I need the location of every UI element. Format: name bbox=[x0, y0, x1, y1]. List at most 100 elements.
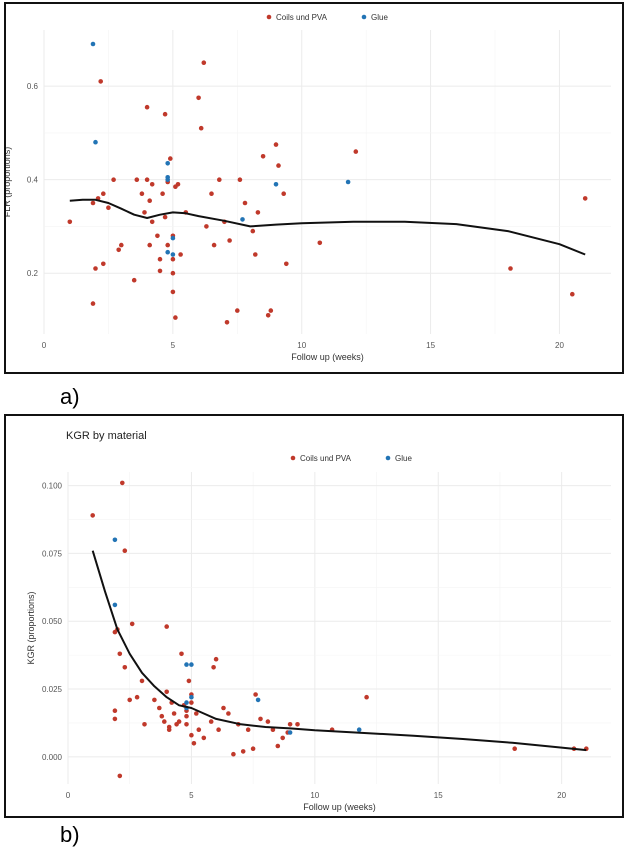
x-tick-label: 10 bbox=[310, 791, 319, 800]
data-point bbox=[221, 705, 226, 711]
data-point bbox=[189, 694, 194, 700]
data-point bbox=[275, 743, 281, 749]
data-point bbox=[168, 156, 173, 161]
legend-marker bbox=[361, 14, 367, 20]
panel-label-b: b) bbox=[60, 822, 80, 847]
data-point bbox=[216, 727, 221, 732]
y-tick-label: 0.075 bbox=[42, 549, 63, 558]
data-point bbox=[512, 746, 517, 751]
data-point bbox=[217, 177, 222, 182]
x-tick-label: 15 bbox=[434, 791, 443, 800]
data-point bbox=[165, 249, 170, 255]
chart-panel-kgr: KGR by material 0 5 10 15 20 0.000 0.025 0.050 0… bbox=[4, 414, 624, 818]
data-point bbox=[162, 111, 168, 117]
data-point bbox=[157, 256, 163, 262]
data-point bbox=[117, 651, 123, 657]
data-point bbox=[295, 722, 300, 727]
data-point bbox=[122, 665, 128, 670]
data-point bbox=[134, 177, 140, 182]
data-point bbox=[508, 266, 513, 271]
data-point bbox=[144, 177, 150, 182]
data-point bbox=[98, 79, 103, 84]
chart-panel-flr: 0 5 10 15 20 0.2 0.4 0.6 Follow up (weeks) FLR (p… bbox=[4, 2, 624, 374]
data-point bbox=[191, 741, 197, 746]
data-point bbox=[189, 732, 194, 738]
data-point bbox=[273, 142, 279, 147]
data-point bbox=[175, 182, 181, 187]
data-point bbox=[208, 719, 214, 724]
data-point bbox=[196, 727, 202, 732]
y-tick-label: 0.6 bbox=[27, 82, 39, 91]
data-point bbox=[287, 730, 293, 735]
data-point bbox=[139, 191, 145, 196]
data-point bbox=[149, 219, 155, 225]
data-point bbox=[116, 247, 121, 253]
data-point bbox=[231, 751, 236, 757]
data-point bbox=[258, 716, 263, 722]
data-point bbox=[582, 196, 588, 201]
data-point bbox=[237, 177, 243, 182]
x-axis-label: Follow up (weeks) bbox=[291, 352, 364, 362]
data-point bbox=[176, 719, 182, 724]
data-point bbox=[90, 200, 96, 206]
data-point bbox=[160, 191, 165, 196]
data-point bbox=[281, 191, 287, 196]
kgr-scatter-plot: 0 5 10 15 20 0.000 0.025 0.050 0.075 0.100 Follow … bbox=[26, 454, 611, 812]
data-point bbox=[287, 722, 293, 727]
data-point bbox=[213, 656, 219, 662]
smooth-trend-line bbox=[91, 550, 587, 752]
data-point bbox=[134, 694, 140, 700]
data-point bbox=[276, 163, 281, 168]
y-axis-label: FLR (proportions) bbox=[6, 147, 12, 218]
data-point bbox=[270, 727, 276, 732]
data-point bbox=[268, 308, 274, 313]
panel-label-a: a) bbox=[60, 384, 80, 409]
x-tick-label: 20 bbox=[557, 791, 566, 800]
data-point bbox=[147, 242, 152, 248]
data-point bbox=[171, 711, 177, 716]
data-point bbox=[211, 665, 216, 670]
data-point bbox=[90, 41, 96, 47]
data-point bbox=[255, 210, 261, 215]
data-point bbox=[112, 716, 118, 722]
data-point bbox=[144, 104, 150, 110]
x-axis-label: Follow up (weeks) bbox=[303, 802, 376, 812]
y-axis-label: KGR (proportions) bbox=[26, 591, 36, 664]
data-point bbox=[204, 224, 209, 229]
data-point bbox=[224, 320, 230, 325]
data-point bbox=[157, 268, 163, 274]
data-point bbox=[198, 125, 204, 131]
data-point bbox=[142, 722, 147, 727]
y-tick-label: 0.025 bbox=[42, 685, 63, 694]
data-point bbox=[101, 191, 106, 196]
legend-marker bbox=[290, 455, 296, 461]
data-point bbox=[120, 480, 125, 486]
data-point bbox=[67, 219, 73, 225]
data-point bbox=[265, 313, 271, 318]
data-point bbox=[117, 773, 123, 779]
flr-scatter-plot: 0 5 10 15 20 0.2 0.4 0.6 Follow up (weeks) FLR (p… bbox=[6, 13, 611, 362]
y-tick-label: 0.2 bbox=[27, 269, 39, 278]
data-point bbox=[157, 705, 162, 711]
data-point bbox=[570, 291, 575, 297]
y-tick-label: 0.100 bbox=[42, 482, 63, 491]
data-point bbox=[127, 697, 132, 703]
data-point bbox=[364, 694, 369, 700]
legend-marker bbox=[266, 14, 272, 20]
data-point bbox=[186, 678, 192, 684]
x-tick-label: 10 bbox=[297, 341, 306, 350]
data-point bbox=[170, 256, 176, 262]
legend-label: Coils und PVA bbox=[300, 454, 352, 463]
data-point bbox=[253, 692, 258, 697]
data-point bbox=[273, 182, 279, 187]
data-point bbox=[209, 191, 214, 196]
x-tick-label: 5 bbox=[171, 341, 176, 350]
data-point bbox=[139, 678, 145, 684]
data-point bbox=[152, 697, 157, 703]
data-point bbox=[235, 308, 240, 313]
data-point bbox=[162, 214, 168, 220]
x-tick-label: 15 bbox=[426, 341, 435, 350]
data-point bbox=[149, 182, 155, 187]
x-tick-label: 0 bbox=[66, 791, 71, 800]
data-point bbox=[189, 700, 194, 705]
